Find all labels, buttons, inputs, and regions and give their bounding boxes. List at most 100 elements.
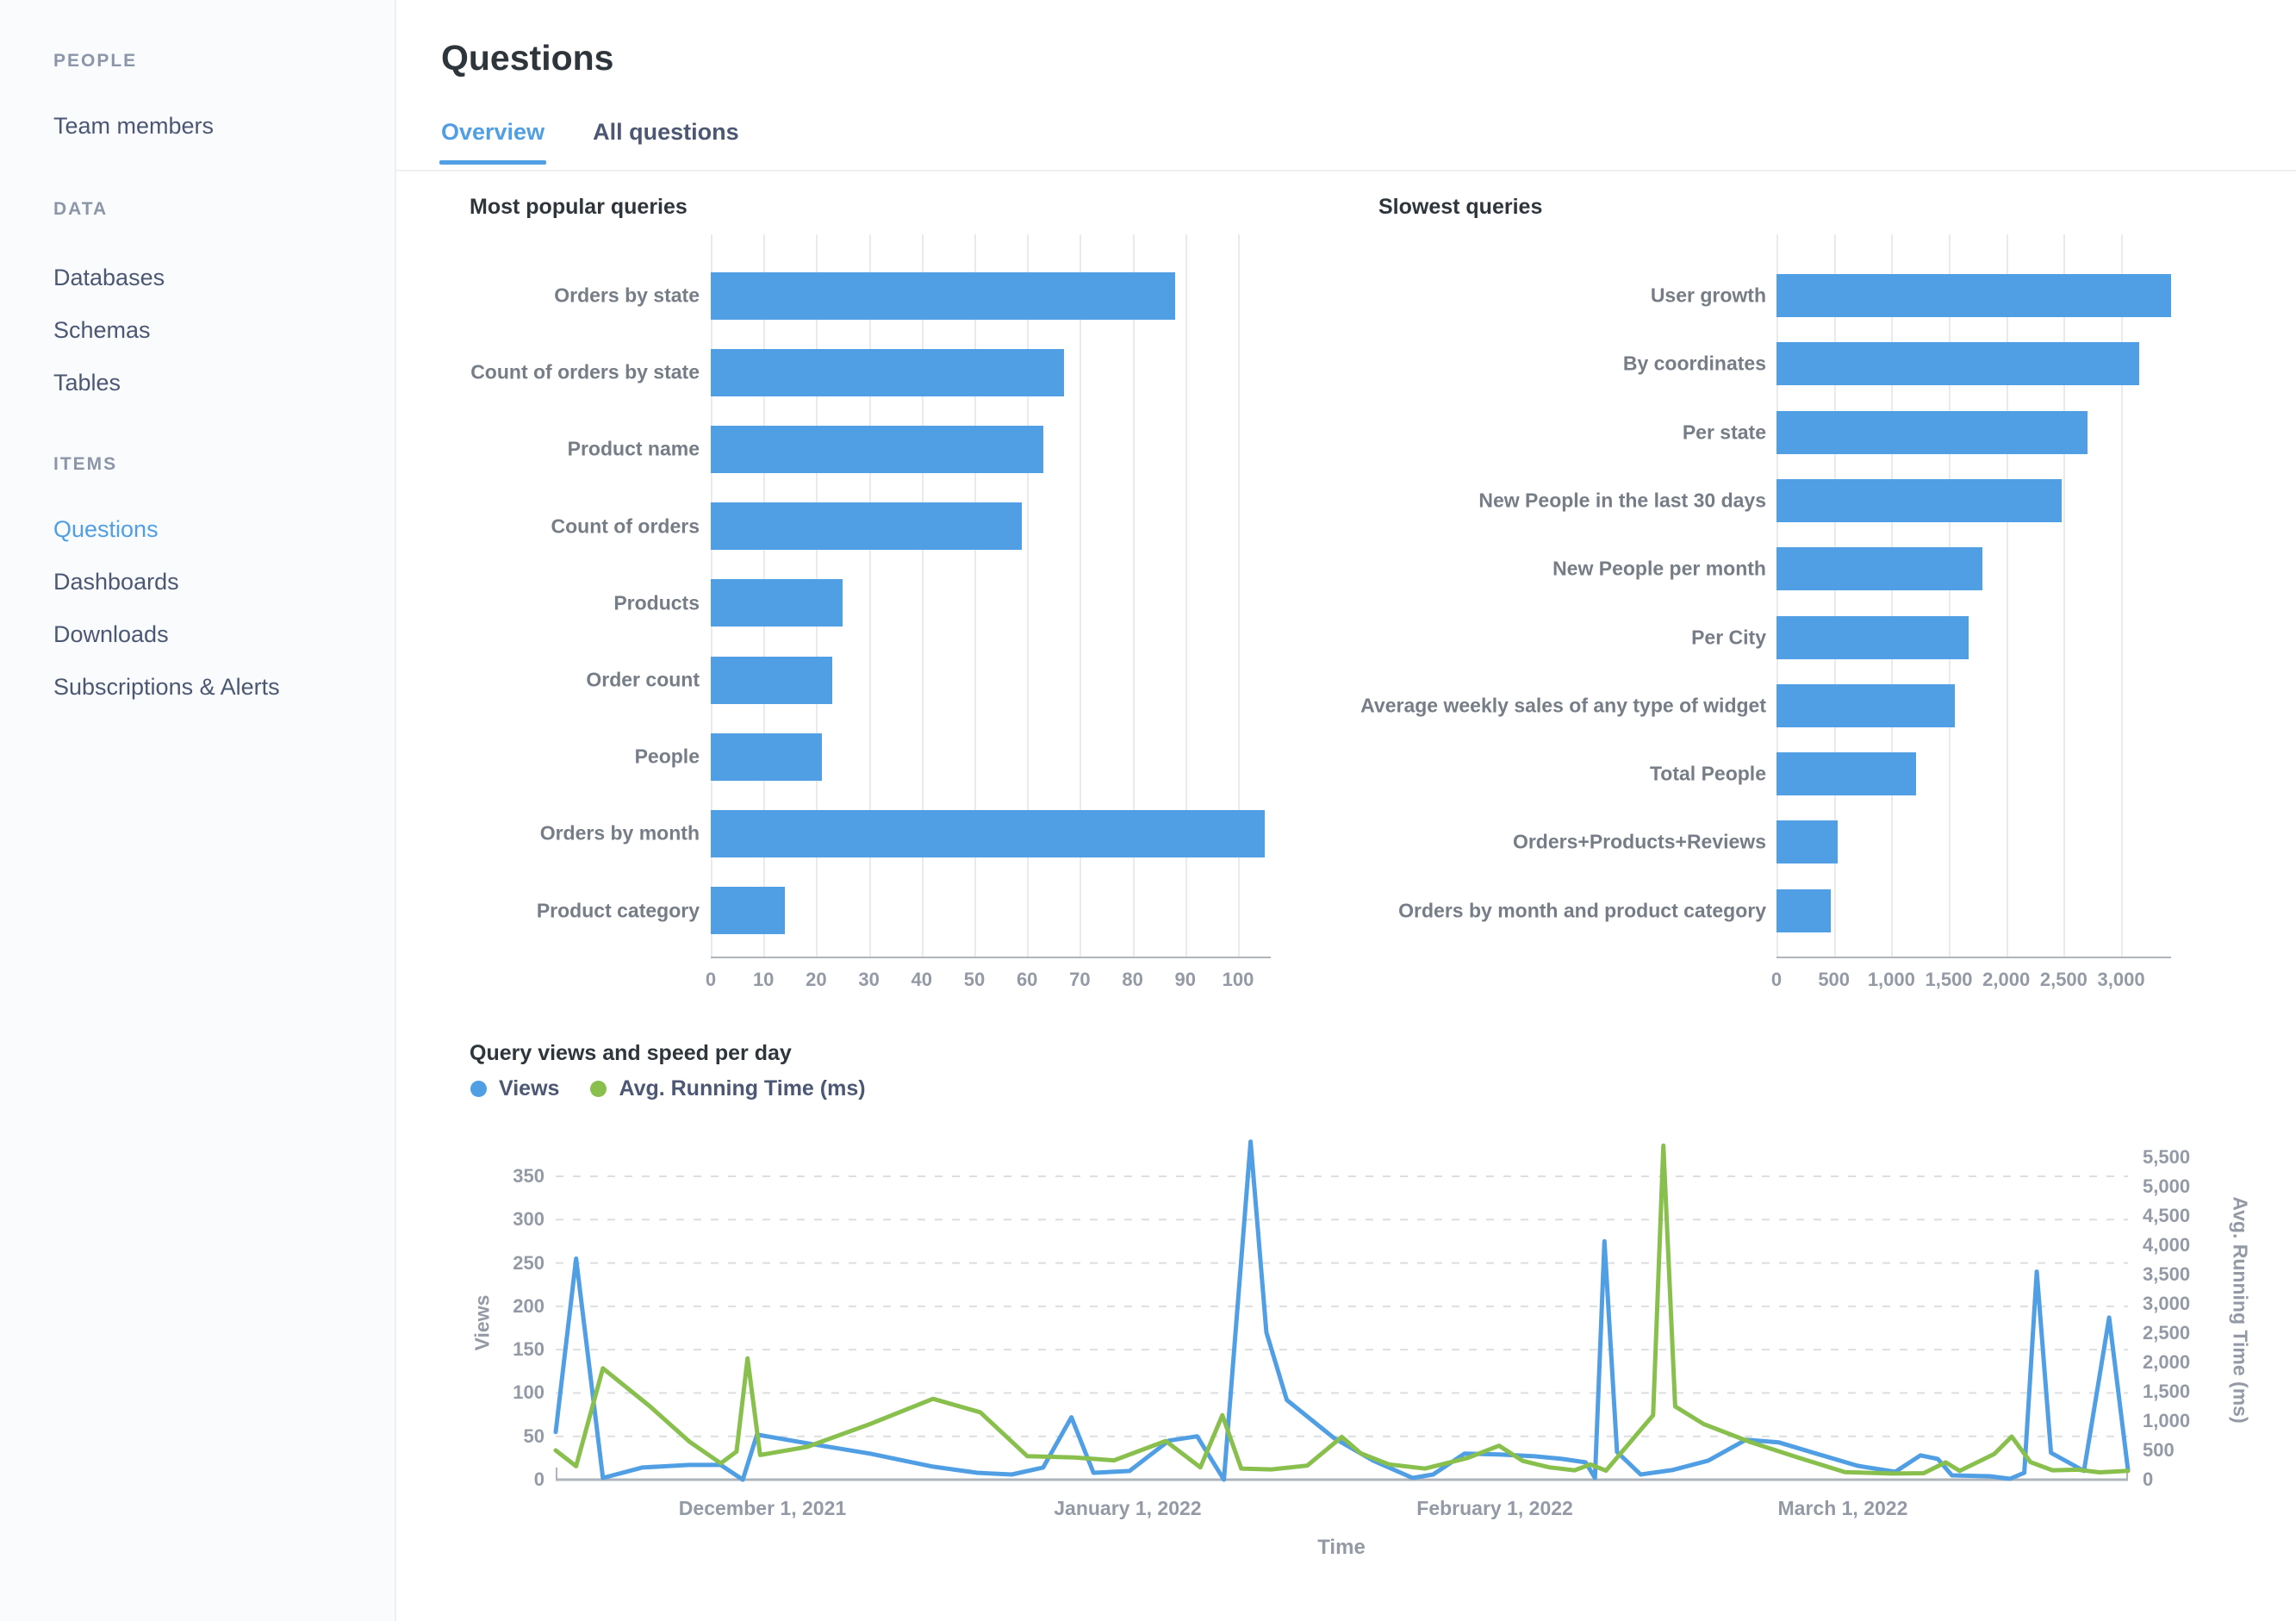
legend: Views Avg. Running Time (ms) (470, 1076, 866, 1101)
left-axis-tick-label: 350 (513, 1165, 544, 1187)
left-axis-tick-label: 0 (533, 1468, 544, 1490)
series-line-avg-running-time (553, 1143, 2131, 1476)
sidebar-item-dashboards[interactable]: Dashboards (53, 569, 179, 595)
sidebar-item-downloads[interactable]: Downloads (53, 621, 169, 647)
x-axis-date-label: March 1, 2022 (1777, 1497, 1908, 1519)
bar (1776, 274, 2171, 317)
right-axis-tick-label: 3,500 (2143, 1263, 2191, 1285)
bar-category-label: Per City (1691, 626, 1766, 648)
bar-category-label: Orders by month (539, 821, 700, 845)
gridline (1080, 234, 1082, 957)
x-tick-label: 40 (911, 969, 933, 990)
running-time-axis-title: Avg. Running Time (ms) (2229, 1196, 2252, 1424)
series-line-views (553, 1139, 2131, 1482)
chart-title: Slowest queries (1378, 195, 1543, 219)
sidebar-item-schemas[interactable]: Schemas (53, 317, 151, 343)
bar-category-label: Per state (1682, 421, 1766, 444)
x-axis-date-label: December 1, 2021 (678, 1497, 847, 1519)
bar (711, 809, 1265, 857)
gridline (2063, 234, 2066, 957)
x-tick-label: 70 (1069, 969, 1091, 990)
tab-overview[interactable]: Overview (439, 119, 547, 165)
bar (711, 271, 1175, 320)
sidebar-item-tables[interactable]: Tables (53, 370, 121, 396)
views-axis-title: Views (470, 1294, 494, 1351)
x-tick-label: 100 (1222, 969, 1254, 990)
gridline (2006, 234, 2008, 957)
bar-category-label: Product name (567, 437, 700, 460)
legend-dot (470, 1081, 487, 1097)
gridline (974, 234, 976, 957)
bar-category-label: People (634, 745, 700, 768)
right-axis-tick-label: 5,500 (2143, 1146, 2191, 1168)
x-tick-label: 80 (1122, 969, 1143, 990)
x-tick-label: 1,000 (1867, 969, 1915, 990)
gridline (1949, 234, 1951, 957)
x-tick-label: 2,000 (1982, 969, 2031, 990)
page-title: Questions (441, 38, 614, 78)
left-axis-tick-label: 250 (513, 1251, 544, 1274)
x-tick-label: 20 (806, 969, 827, 990)
gridline (2121, 234, 2124, 957)
sidebar-item-team-members[interactable]: Team members (53, 113, 215, 139)
gridline (921, 234, 924, 957)
bar (711, 733, 822, 781)
sidebar-section-label: PEOPLE (53, 51, 138, 71)
right-axis-tick-label: 2,500 (2143, 1322, 2191, 1344)
time-axis-title: Time (1317, 1536, 1366, 1559)
x-tick-label: 0 (705, 969, 717, 990)
bar (1776, 615, 1969, 659)
bar-category-label: Products (613, 591, 700, 614)
right-axis-tick-label: 4,000 (2143, 1234, 2191, 1256)
bar-category-label: New People in the last 30 days (1478, 489, 1766, 512)
sidebar-item-questions[interactable]: Questions (53, 516, 159, 542)
line-plot (553, 1139, 2131, 1482)
legend-dot (590, 1081, 607, 1097)
x-tick-label: 500 (1818, 969, 1851, 990)
legend-label: Views (499, 1076, 560, 1100)
right-axis-tick-label: 1,500 (2143, 1381, 2191, 1402)
bar (1776, 478, 2062, 522)
gridline (1238, 234, 1240, 957)
x-tick-label: 3,000 (2097, 969, 2145, 990)
bar-category-label: Product category (536, 899, 700, 922)
tab-bar: Overview All questions (439, 119, 739, 165)
right-axis-tick-label: 0 (2143, 1468, 2154, 1490)
bar-category-label: Orders+Products+Reviews (1512, 830, 1766, 853)
x-tick-label: 30 (858, 969, 880, 990)
bar (711, 348, 1065, 396)
right-axis-tick-label: 2,000 (2143, 1351, 2191, 1373)
bar-category-label: Count of orders (551, 514, 700, 538)
sidebar-section-label: ITEMS (53, 454, 118, 474)
bar-category-label: By coordinates (1622, 352, 1766, 375)
bar (1776, 820, 1838, 864)
bar (711, 579, 843, 627)
bar (1776, 683, 1955, 727)
tab-all-questions[interactable]: All questions (593, 119, 739, 145)
x-tick-label: 10 (752, 969, 775, 990)
bar (1776, 342, 2140, 386)
gridline (1132, 234, 1135, 957)
x-tick-label: 60 (1016, 969, 1038, 990)
right-axis-tick-label: 5,000 (2143, 1175, 2191, 1197)
bar-category-label: Average weekly sales of any type of widg… (1360, 694, 1766, 717)
bar-category-label: Order count (586, 668, 700, 691)
sidebar-item-databases[interactable]: Databases (53, 265, 165, 290)
x-axis-date-label: January 1, 2022 (1054, 1497, 1202, 1519)
bar (711, 502, 1023, 551)
right-axis-tick-label: 1,000 (2143, 1410, 2191, 1431)
x-axis-line (1776, 957, 2171, 958)
gridline (868, 234, 871, 957)
bar-category-label: Count of orders by state (470, 360, 700, 383)
bar-category-label: User growth (1650, 284, 1766, 307)
sidebar-item-subscriptions-alerts[interactable]: Subscriptions & Alerts (53, 674, 280, 700)
chart-title: Most popular queries (470, 195, 688, 219)
tabs-divider (396, 170, 2296, 171)
left-axis-tick-label: 100 (513, 1381, 544, 1404)
x-tick-label: 0 (1770, 969, 1783, 990)
x-axis-date-label: February 1, 2022 (1416, 1497, 1573, 1519)
sidebar: PEOPLE Team members DATA Databases Schemas Ta… (0, 0, 396, 1621)
right-axis-tick-label: 500 (2143, 1439, 2175, 1461)
chart-title: Query views and speed per day (470, 1041, 792, 1065)
